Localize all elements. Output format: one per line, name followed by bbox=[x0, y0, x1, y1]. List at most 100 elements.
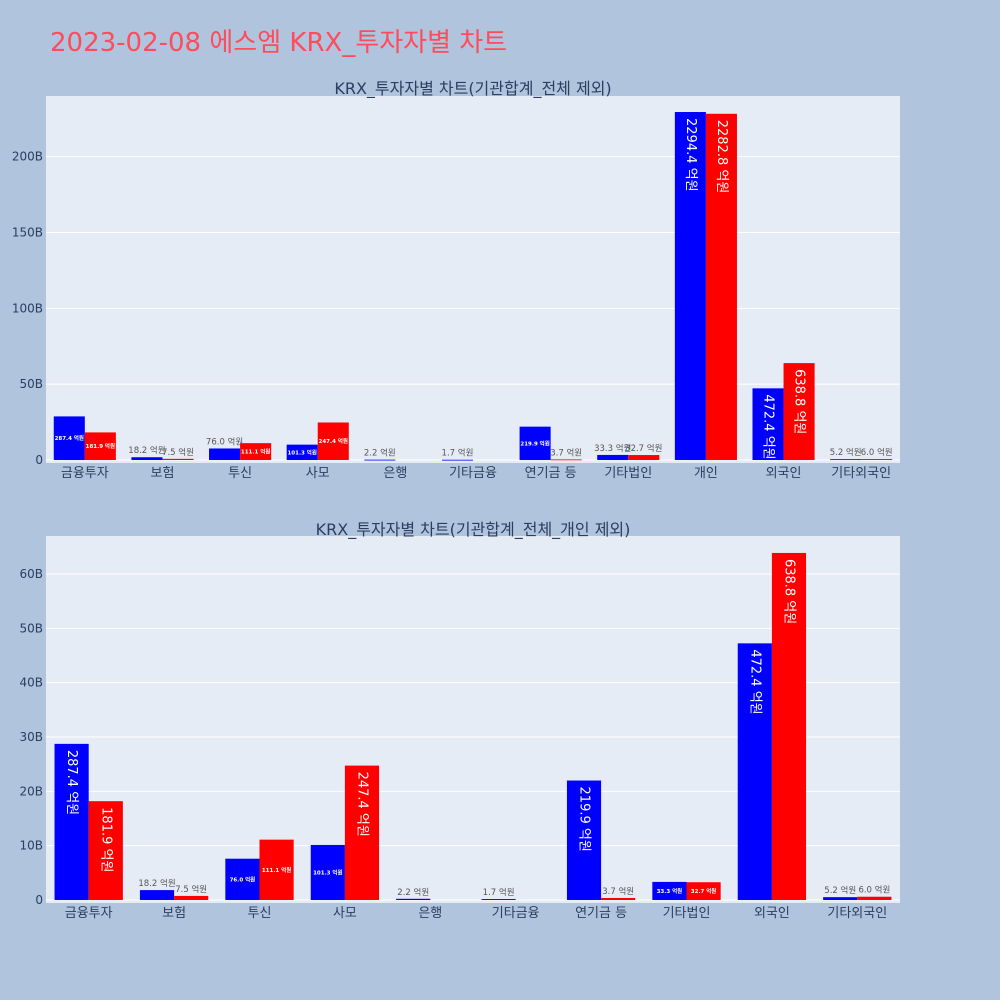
y-tick-label: 0 bbox=[35, 893, 43, 907]
bar bbox=[131, 457, 163, 460]
bar bbox=[53, 416, 85, 460]
x-tick-label: 기타외국인 bbox=[827, 906, 887, 921]
bar-data-label: 7.5 억원 bbox=[162, 447, 194, 458]
bar-data-label: 2.2 억원 bbox=[397, 887, 429, 898]
x-tick-label: 기타외국인 bbox=[831, 466, 891, 481]
bar bbox=[752, 388, 784, 460]
bar-data-label: 111.1 억원 bbox=[262, 866, 291, 874]
bar-data-label: 32.7 억원 bbox=[691, 887, 717, 895]
chart-2: 0 10B 20B 30B 40B 50B 60B KRX_투자자별 차트(기관합계_전체_개… bbox=[19, 520, 900, 921]
bar bbox=[686, 882, 721, 900]
y-tick-label: 10B bbox=[19, 839, 43, 853]
x-tick-label: 은행 bbox=[383, 465, 407, 481]
x-tick-label: 연기금 등 bbox=[525, 466, 577, 481]
bar bbox=[597, 454, 629, 460]
bar bbox=[364, 459, 396, 461]
bar bbox=[139, 890, 175, 900]
page-title: 2023-02-08 에스엠 KRX_투자자별 차트 bbox=[50, 28, 508, 58]
bar-data-label: 1.7 억원 bbox=[483, 887, 515, 898]
bar bbox=[259, 839, 294, 900]
bar bbox=[54, 743, 89, 900]
bar bbox=[441, 459, 473, 461]
bar bbox=[396, 898, 431, 900]
bar bbox=[286, 444, 318, 460]
bar-data-label: 2294.4 억원 bbox=[683, 118, 698, 192]
x-tick-label: 외국인 bbox=[766, 466, 802, 481]
bar-data-label: 33.3 억원 bbox=[657, 887, 683, 895]
bar-data-label: 287.4 억원 bbox=[64, 750, 79, 815]
bar-data-label: 33.3 억원 bbox=[594, 443, 631, 454]
bar bbox=[857, 896, 892, 900]
bar bbox=[225, 858, 260, 900]
bar bbox=[240, 443, 272, 460]
chart-title: KRX_투자자별 차트(기관합계_전체 제외) bbox=[334, 79, 611, 99]
x-tick-label: 금융투자 bbox=[65, 906, 113, 921]
bar-data-label: 7.5 억원 bbox=[175, 884, 207, 895]
bar-data-label: 3.7 억원 bbox=[550, 447, 582, 458]
bar-data-label: 76.0 억원 bbox=[206, 436, 243, 447]
bar-data-label: 472.4 억원 bbox=[761, 394, 776, 459]
x-tick-label: 사모 bbox=[333, 906, 357, 921]
x-tick-label: 기타금융 bbox=[492, 906, 540, 921]
x-tick-label: 은행 bbox=[418, 905, 442, 921]
bar bbox=[652, 881, 687, 900]
bar bbox=[566, 780, 602, 900]
x-tick-label: 보험 bbox=[162, 906, 186, 921]
bar-data-label: 2.2 억원 bbox=[364, 448, 396, 459]
bar bbox=[310, 844, 345, 900]
bar bbox=[783, 363, 815, 460]
x-tick-label: 기타금융 bbox=[449, 466, 497, 481]
y-tick-label: 50B bbox=[19, 377, 43, 391]
bar-data-label: 181.9 억원 bbox=[98, 807, 113, 872]
y-tick-label: 20B bbox=[19, 784, 43, 798]
x-tick-label: 연기금 등 bbox=[575, 906, 627, 921]
bar bbox=[830, 459, 862, 461]
bar bbox=[771, 552, 807, 900]
x-tick-label: 외국인 bbox=[754, 906, 790, 921]
bar bbox=[823, 897, 858, 900]
bar bbox=[519, 426, 551, 460]
bar bbox=[861, 459, 893, 460]
bar-data-label: 3.7 억원 bbox=[602, 886, 634, 897]
y-tick-label: 30B bbox=[19, 730, 43, 744]
y-tick-label: 40B bbox=[19, 676, 43, 690]
bar bbox=[737, 643, 772, 900]
x-tick-label: 투신 bbox=[248, 906, 272, 921]
bar-data-label: 18.2 억원 bbox=[128, 445, 165, 456]
x-tick-label: 사모 bbox=[306, 466, 330, 481]
bar-data-label: 247.4 억원 bbox=[319, 437, 348, 445]
x-tick-label: 기타법인 bbox=[604, 466, 652, 481]
bar bbox=[628, 455, 660, 460]
bar bbox=[344, 765, 380, 900]
bar bbox=[674, 112, 706, 461]
bar-data-label: 6.0 억원 bbox=[861, 447, 893, 458]
bar-data-label: 219.9 억원 bbox=[577, 787, 592, 852]
x-tick-label: 금융투자 bbox=[61, 466, 109, 481]
bar-data-label: 219.9 억원 bbox=[520, 439, 549, 447]
bar bbox=[705, 113, 737, 460]
y-tick-label: 60B bbox=[19, 567, 43, 581]
bar-data-label: 111.1 억원 bbox=[241, 448, 270, 456]
y-tick-label: 150B bbox=[12, 226, 43, 240]
chart-title: KRX_투자자별 차트(기관합계_전체_개인 제외) bbox=[316, 520, 631, 540]
x-tick-label: 기타법인 bbox=[663, 906, 711, 921]
bar bbox=[317, 422, 349, 460]
bar-data-label: 6.0 억원 bbox=[858, 885, 890, 896]
bar-data-label: 5.2 억원 bbox=[824, 885, 856, 896]
y-tick-label: 50B bbox=[19, 621, 43, 635]
x-tick-label: 개인 bbox=[694, 466, 718, 481]
bar bbox=[162, 458, 194, 460]
bar bbox=[174, 895, 209, 900]
bar-data-label: 472.4 억원 bbox=[747, 649, 762, 714]
bar-data-label: 181.9 억원 bbox=[86, 442, 115, 450]
bar-data-label: 32.7 억원 bbox=[625, 443, 662, 454]
bar bbox=[209, 448, 241, 460]
bar bbox=[601, 897, 636, 900]
bar-data-label: 5.2 억원 bbox=[830, 447, 862, 458]
bar-data-label: 287.4 억원 bbox=[55, 434, 84, 442]
bar bbox=[88, 801, 123, 900]
bar-data-label: 1.7 억원 bbox=[442, 448, 474, 459]
bar-data-label: 2282.8 억원 bbox=[714, 120, 729, 194]
x-tick-label: 보험 bbox=[150, 466, 174, 481]
